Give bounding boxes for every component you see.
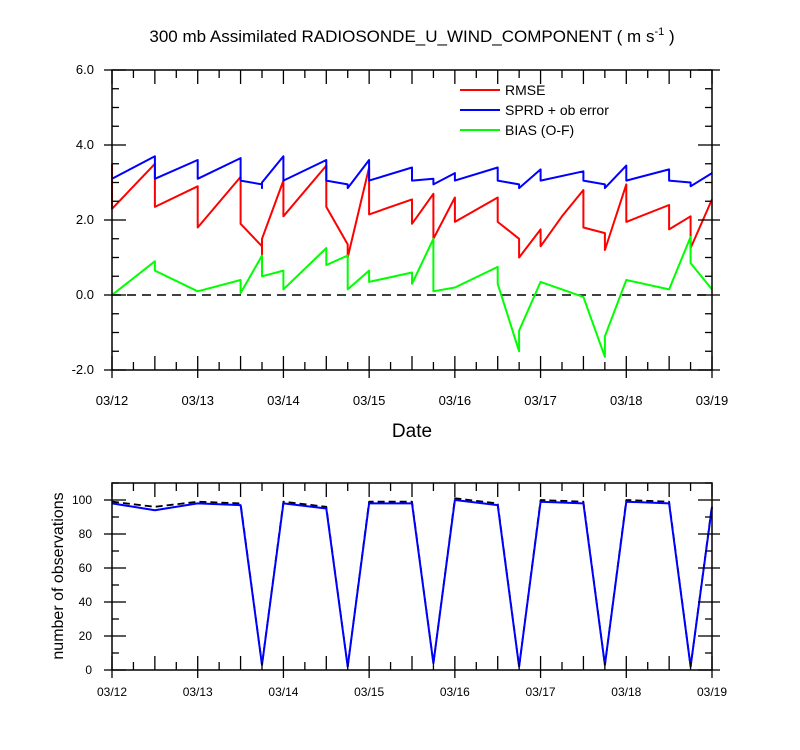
legend-label-2: BIAS (O-F) (505, 122, 574, 138)
x-tick-label-03-17: 03/17 (524, 393, 557, 408)
x-tick-label-03-17: 03/17 (526, 685, 556, 699)
bottom-ticks-group: 03/12 03/13 03/14 03/15 03/16 03/17 03/18 03/19… (72, 482, 727, 699)
top-series-line-0 (111, 162, 713, 259)
top-series-group (111, 155, 713, 358)
y-tick-label: 4.0 (76, 137, 94, 152)
bottom-series-line-0 (111, 497, 713, 668)
bottom-series-group (111, 497, 713, 668)
top-ticks-group: 03/12 03/13 03/14 03/15 03/16 03/17 03/18 03/19… (72, 62, 729, 408)
y-tick-label: 60 (79, 561, 93, 575)
x-tick-label-03-14: 03/14 (268, 685, 298, 699)
y-tick-label: 6.0 (76, 62, 94, 77)
x-tick-label-03-12: 03/12 (96, 393, 129, 408)
top-series-line-1 (111, 155, 713, 190)
top-x-axis-label: Date (392, 421, 432, 442)
chart-title-superscript: -1 (654, 26, 664, 38)
y-tick-label: 0.0 (76, 287, 94, 302)
y-tick-label: 20 (79, 629, 93, 643)
bottom-plot-frame (111, 482, 713, 671)
top-panel: 03/12 03/13 03/14 03/15 03/16 03/17 03/18 03/19… (72, 62, 729, 442)
x-tick-label-03-13: 03/13 (181, 393, 214, 408)
x-tick-label-03-16: 03/16 (440, 685, 470, 699)
x-tick-label-03-18: 03/18 (610, 393, 643, 408)
bottom-panel: 03/12 03/13 03/14 03/15 03/16 03/17 03/18 03/19… (50, 482, 727, 699)
bottom-y-axis-label: number of observations (50, 492, 67, 659)
x-tick-label-03-16: 03/16 (439, 393, 472, 408)
y-tick-label: 100 (72, 493, 92, 507)
x-tick-label-03-19: 03/19 (697, 685, 727, 699)
top-series-line-2 (111, 235, 713, 358)
y-tick-label: 2.0 (76, 212, 94, 227)
y-tick-label: -2.0 (72, 362, 94, 377)
legend-label-0: RMSE (505, 82, 545, 98)
x-tick-label-03-15: 03/15 (354, 685, 384, 699)
legend-label-1: SPRD + ob error (505, 102, 609, 118)
y-tick-label: 0 (85, 663, 92, 677)
x-tick-label-03-13: 03/13 (183, 685, 213, 699)
x-tick-label-03-12: 03/12 (97, 685, 127, 699)
x-tick-label-03-18: 03/18 (611, 685, 641, 699)
y-tick-label: 80 (79, 527, 93, 541)
y-tick-label: 40 (79, 595, 93, 609)
bottom-series-line-1 (111, 499, 713, 668)
chart-title-close: ) (664, 27, 674, 46)
top-legend: RMSE SPRD + ob error BIAS (O-F) (460, 82, 609, 138)
x-tick-label-03-15: 03/15 (353, 393, 386, 408)
chart-title-main: 300 mb Assimilated RADIOSONDE_U_WIND_COM… (149, 27, 654, 46)
x-tick-label-03-19: 03/19 (696, 393, 729, 408)
x-tick-label-03-14: 03/14 (267, 393, 300, 408)
chart-title: 300 mb Assimilated RADIOSONDE_U_WIND_COM… (149, 26, 674, 46)
